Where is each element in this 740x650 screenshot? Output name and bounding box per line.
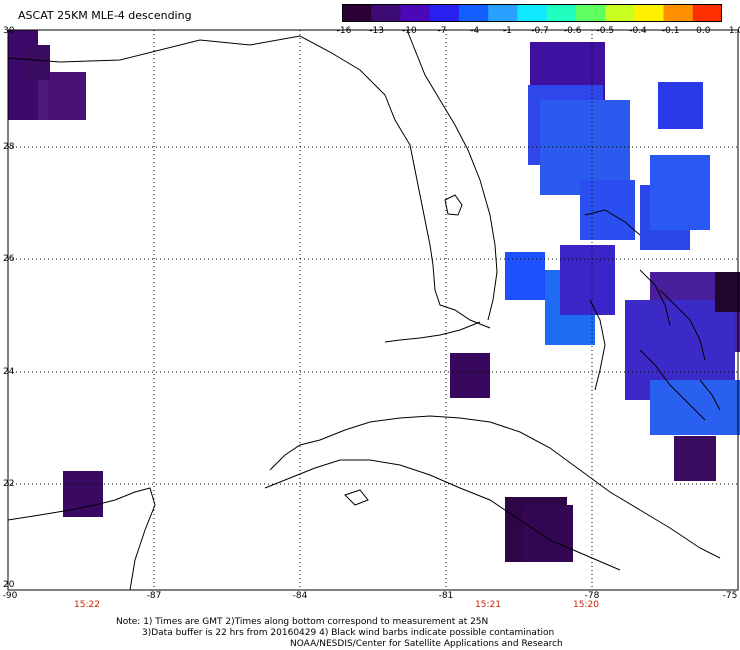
lon-tick-87: -87 — [146, 591, 162, 601]
colorbar-swatch — [634, 5, 665, 21]
coastlines — [7, 29, 721, 591]
colorbar-label: -0.5 — [596, 26, 615, 36]
colorbar-swatch — [517, 5, 548, 21]
swath-gulf-nw — [8, 30, 86, 120]
map-frame — [7, 29, 739, 591]
lat-tick-30: 30 — [3, 26, 15, 36]
colorbar-swatch — [400, 5, 431, 21]
swath-gulf-sw — [63, 471, 103, 517]
lat-tick-20: 20 — [3, 580, 15, 590]
lon-tick-84: -84 — [292, 591, 308, 601]
colorbar-label: -0.1 — [661, 26, 680, 36]
lat-tick-28: 28 — [3, 142, 15, 152]
colorbar-frame — [342, 4, 722, 22]
cuba-south-coast — [264, 459, 621, 571]
lat-lon-grid — [8, 30, 738, 590]
florida-east-coast — [406, 29, 498, 321]
bahamas-north — [584, 209, 641, 236]
map-title: ASCAT 25KM MLE-4 descending — [18, 9, 192, 22]
pass-time-3: 15:20 — [573, 600, 599, 610]
colorbar-labels: -16 -13 -10 -7 -4 -1 -0.7 -0.6 -0.5 -0.4 -0.1 0.0 1.… — [330, 26, 740, 38]
gulf-coast — [7, 35, 491, 329]
colorbar-swatch — [663, 5, 694, 21]
colorbar-swatch — [458, 5, 489, 21]
cuba — [269, 415, 721, 559]
colorbar-swatch — [546, 5, 577, 21]
note-line-1: Note: 1) Times are GMT 2)Times along bot… — [116, 617, 489, 627]
lon-tick-90: -90 — [2, 591, 18, 601]
lon-tick-81: -81 — [438, 591, 454, 601]
lon-tick-78: -78 — [584, 591, 600, 601]
lon-tick-75: -75 — [722, 591, 738, 601]
colorbar-label: -1 — [502, 26, 512, 36]
pass-time-2: 15:21 — [475, 600, 501, 610]
colorbar-swatch — [692, 5, 722, 21]
note-line-2: 3)Data buffer is 22 hrs from 20160429 4)… — [142, 628, 555, 638]
colorbar-label: -0.6 — [563, 26, 582, 36]
colorbar-label: 1.0 — [728, 26, 740, 36]
bahamas-long-island — [699, 379, 721, 411]
bahamas-exuma — [639, 349, 706, 421]
colorbar-label: -10 — [401, 26, 417, 36]
pass-time-1: 15:22 — [74, 600, 100, 610]
colorbar-swatch — [605, 5, 635, 21]
colorbar-label: -0.4 — [629, 26, 647, 36]
isle-of-youth — [344, 489, 369, 506]
swath-atlantic-east — [505, 42, 740, 481]
colorbar-label: -13 — [369, 26, 385, 36]
bahamas-abaco — [639, 269, 671, 326]
colorbar-label: -0.7 — [531, 26, 549, 36]
lake-okeechobee — [444, 194, 463, 216]
bahamas-andros — [589, 299, 606, 391]
colorbar-label: 0.0 — [696, 26, 711, 36]
lat-tick-26: 26 — [3, 254, 15, 264]
colorbar — [342, 4, 722, 22]
colorbar-swatch — [575, 5, 606, 21]
lat-tick-24: 24 — [3, 367, 15, 377]
colorbar-swatch — [488, 5, 518, 21]
colorbar-label: -16 — [336, 26, 352, 36]
colorbar-label: -4 — [470, 26, 480, 36]
colorbar-swatch — [429, 5, 460, 21]
note-line-3: NOAA/NESDIS/Center for Satellite Applica… — [290, 639, 563, 649]
florida-keys — [384, 321, 481, 343]
lat-tick-22: 22 — [3, 479, 15, 489]
bahamas-eleuthera — [659, 289, 706, 361]
yucatan — [7, 487, 156, 591]
colorbar-swatch — [371, 5, 401, 21]
colorbar-label: -7 — [437, 26, 447, 36]
swath-cuba — [505, 497, 573, 562]
colorbar-swatch — [342, 5, 372, 21]
swath-florida-straits — [450, 353, 490, 398]
